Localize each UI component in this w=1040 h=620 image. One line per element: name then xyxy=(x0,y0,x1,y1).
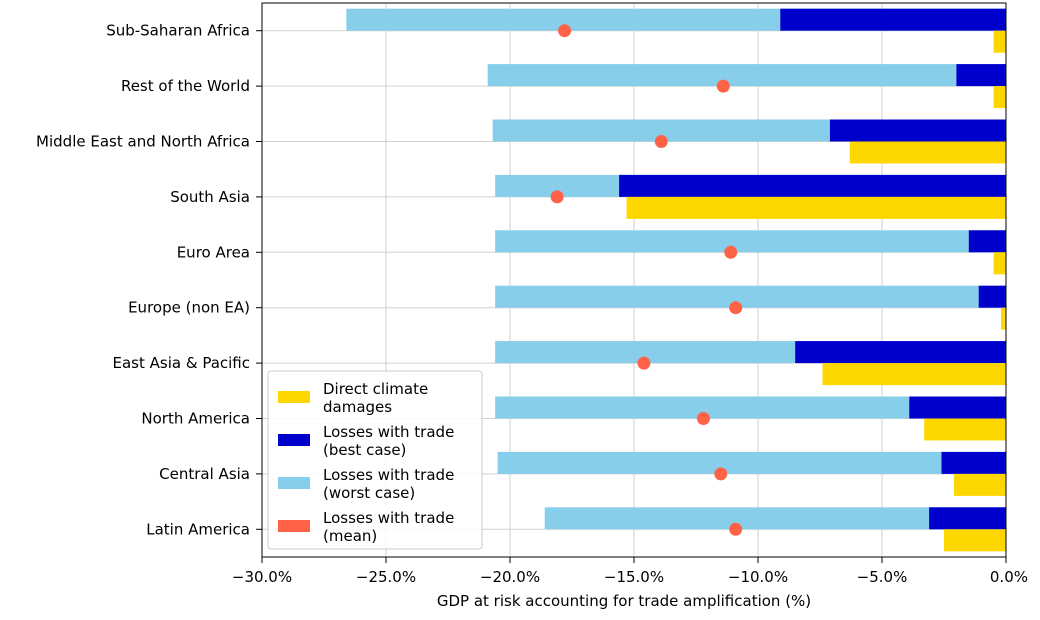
bar-best-case xyxy=(619,174,1006,197)
y-axis: Sub-Saharan Africa Rest of the World Middl… xyxy=(36,22,262,538)
y-tick-label: North America xyxy=(141,410,250,428)
y-tick-label: Sub-Saharan Africa xyxy=(106,22,250,40)
mean-point xyxy=(724,245,738,259)
legend-label-best: Losses with trade xyxy=(323,423,454,441)
bar-direct-damages xyxy=(822,363,1006,386)
y-tick-label: Rest of the World xyxy=(121,77,250,95)
bar-direct-damages xyxy=(1001,307,1006,330)
bar-direct-damages xyxy=(944,529,1006,552)
x-tick-label: −20.0% xyxy=(480,568,540,586)
bar-best-case xyxy=(956,64,1006,87)
legend-swatch-direct xyxy=(278,391,310,403)
bar-worst-case xyxy=(487,64,1006,87)
y-tick-label: Euro Area xyxy=(177,243,250,261)
y-tick-label: Central Asia xyxy=(159,465,250,483)
bar-best-case xyxy=(909,396,1006,419)
mean-point xyxy=(696,412,710,425)
bar-worst-case xyxy=(544,507,1006,530)
bar-worst-case xyxy=(495,285,1006,308)
bar-direct-damages xyxy=(993,252,1006,275)
bar-best-case xyxy=(968,230,1006,253)
y-tick-label: Latin America xyxy=(146,520,250,538)
legend-label-direct: damages xyxy=(323,398,392,416)
bar-worst-case xyxy=(497,451,1006,474)
bar-best-case xyxy=(941,451,1006,474)
legend-label-worst: Losses with trade xyxy=(323,466,454,484)
legend-label-best: (best case) xyxy=(323,441,406,459)
x-tick-label: −25.0% xyxy=(356,568,416,586)
legend-swatch-worst xyxy=(278,477,310,489)
mean-point xyxy=(729,522,743,536)
bar-direct-damages xyxy=(953,473,1006,496)
bar-best-case xyxy=(780,8,1006,31)
bar-best-case xyxy=(795,341,1006,364)
mean-points xyxy=(550,24,743,536)
y-tick-label: East Asia & Pacific xyxy=(113,354,250,372)
legend-label-direct: Direct climate xyxy=(323,380,428,398)
mean-point xyxy=(637,356,651,370)
mean-point xyxy=(716,79,730,93)
legend-label-worst: (worst case) xyxy=(323,484,415,502)
y-tick-label: Middle East and North Africa xyxy=(36,133,250,151)
mean-point xyxy=(714,467,728,481)
mean-point xyxy=(654,135,668,148)
bar-direct-damages xyxy=(993,30,1006,53)
bars xyxy=(346,8,1006,552)
x-axis-label: GDP at risk accounting for trade amplifi… xyxy=(437,592,811,610)
x-tick-label: −5.0% xyxy=(857,568,908,586)
bar-worst-case xyxy=(495,230,1006,253)
mean-point xyxy=(729,301,743,315)
y-tick-label: Europe (non EA) xyxy=(128,299,250,317)
bar-best-case xyxy=(929,507,1006,530)
bar-best-case xyxy=(978,285,1006,308)
bar-best-case xyxy=(829,119,1006,142)
legend-label-mean: Losses with trade xyxy=(323,509,454,527)
bar-direct-damages xyxy=(993,86,1006,109)
x-tick-label: 0.0% xyxy=(990,568,1028,586)
legend-box xyxy=(267,370,483,550)
mean-point xyxy=(550,190,564,204)
mean-point xyxy=(558,24,572,38)
bar-direct-damages xyxy=(849,141,1006,164)
bar-direct-damages xyxy=(626,196,1006,219)
x-tick-label: −10.0% xyxy=(728,568,788,586)
x-tick-label: −15.0% xyxy=(604,568,664,586)
bar-worst-case xyxy=(495,396,1006,419)
legend-label-mean: (mean) xyxy=(323,527,377,545)
y-tick-label: South Asia xyxy=(170,188,250,206)
legend-swatch-best xyxy=(278,434,310,446)
x-axis: −30.0% −25.0% −20.0% −15.0% −10.0% −5.0% 0.0% xyxy=(232,557,1028,586)
bar-direct-damages xyxy=(924,418,1006,441)
legend-swatch-mean xyxy=(278,520,310,532)
x-tick-label: −30.0% xyxy=(232,568,292,586)
